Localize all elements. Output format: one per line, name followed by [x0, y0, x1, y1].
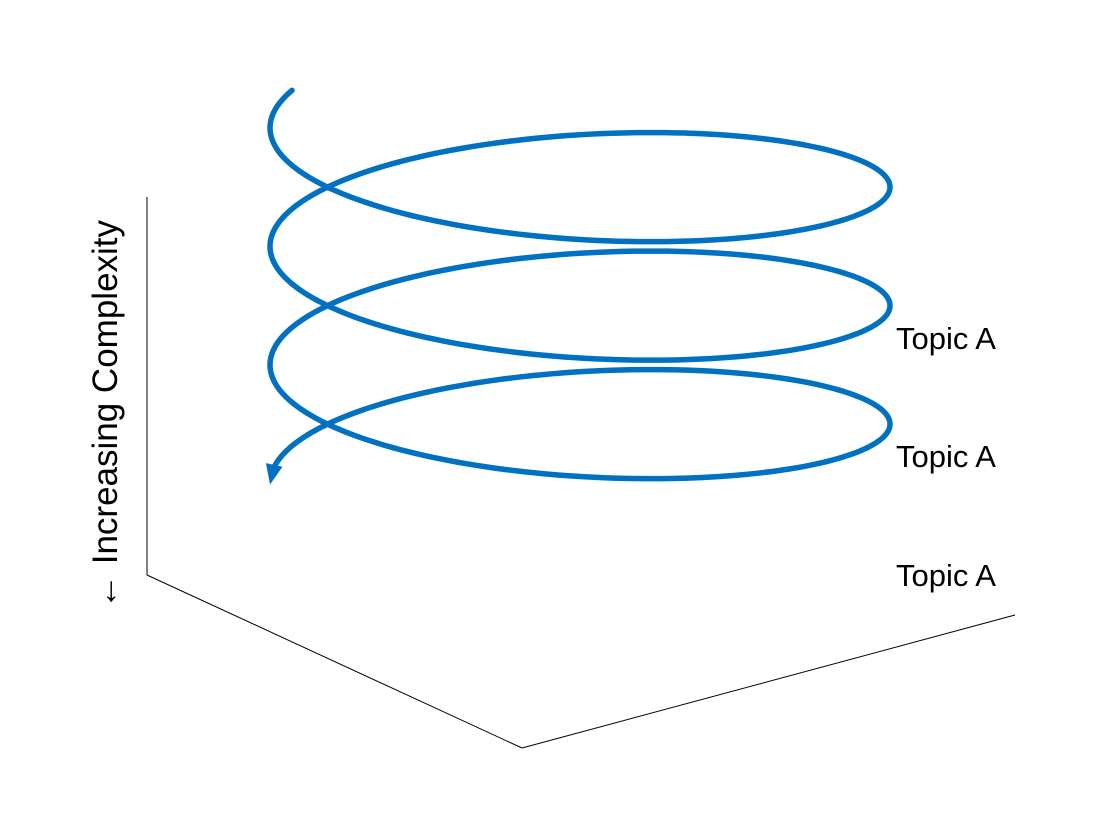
- topic-labels: Topic A Topic A Topic A: [896, 321, 996, 593]
- spiral-path: [267, 87, 893, 482]
- topic-label-bottom: Topic A: [896, 558, 996, 593]
- axis-label: ← Increasing Complexity: [86, 219, 125, 609]
- spiral: [265, 87, 893, 485]
- spiral-arrowhead: [265, 463, 283, 485]
- topic-label-middle: Topic A: [896, 439, 996, 474]
- left-floor-axis: [146, 574, 523, 749]
- right-floor-axis: [521, 614, 1016, 749]
- axes: [146, 197, 1016, 749]
- topic-label-top: Topic A: [896, 321, 996, 356]
